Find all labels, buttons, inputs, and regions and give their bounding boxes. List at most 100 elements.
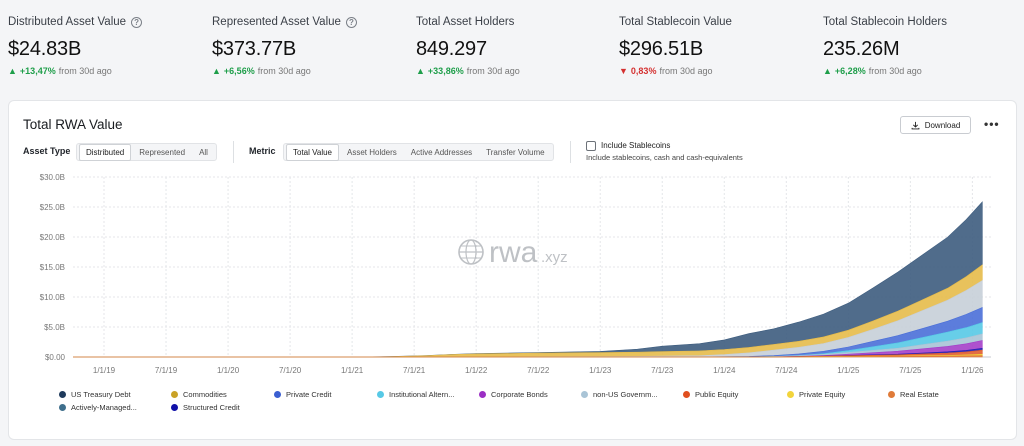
legend-item[interactable]: Institutional Altern... bbox=[377, 390, 454, 399]
stat-card: Distributed Asset Value? $24.83B ▲ +13,47% f… bbox=[8, 15, 143, 76]
metric-option[interactable]: Asset Holders bbox=[347, 147, 397, 157]
stat-value: 235.26M bbox=[823, 38, 900, 60]
stat-change: ▲ +13,47% from 30d ago bbox=[8, 66, 142, 76]
legend-label: Institutional Altern... bbox=[389, 390, 455, 399]
legend-dot-icon bbox=[274, 391, 281, 398]
stat-change-value: 0,83% bbox=[630, 66, 657, 76]
include-stablecoins-label: Include Stablecoins bbox=[601, 141, 671, 150]
stat-value: 849.297 bbox=[416, 38, 487, 60]
x-tick-label: 7/1/23 bbox=[651, 366, 674, 375]
asset_type-option[interactable]: Represented bbox=[139, 147, 186, 157]
legend-dot-icon bbox=[787, 391, 794, 398]
legend-dot-icon bbox=[479, 391, 486, 398]
legend-item[interactable]: Structured Credit bbox=[171, 403, 240, 412]
stat-label: Total Asset Holders bbox=[416, 15, 520, 29]
x-tick-label: 1/1/20 bbox=[217, 366, 240, 375]
stat-change: ▲ +6,56% from 30d ago bbox=[212, 66, 357, 76]
legend-item[interactable]: Public Equity bbox=[683, 390, 738, 399]
legend-dot-icon bbox=[377, 391, 384, 398]
legend-dot-icon bbox=[171, 391, 178, 398]
legend-label: non-US Governm... bbox=[593, 390, 658, 399]
card-title: Total RWA Value bbox=[23, 117, 123, 132]
x-tick-label: 1/1/25 bbox=[837, 366, 860, 375]
rwa-area-chart[interactable]: $0.00 $5.0B $10.0B $15.0B $20.0B $25.0B $30.0B… bbox=[9, 166, 1009, 381]
legend-dot-icon bbox=[59, 391, 66, 398]
legend-label: Private Equity bbox=[799, 390, 846, 399]
download-label: Download bbox=[924, 120, 961, 130]
stat-label: Represented Asset Value? bbox=[212, 15, 357, 29]
help-icon[interactable]: ? bbox=[345, 16, 357, 28]
stat-change-suffix: from 30d ago bbox=[58, 66, 112, 76]
stat-label: Total Stablecoin Value bbox=[619, 15, 732, 29]
asset_type-option[interactable]: All bbox=[199, 147, 208, 157]
include-stablecoins-description: Include stablecoins, cash and cash-equiv… bbox=[586, 153, 743, 162]
stat-change: ▲ +33,86% from 30d ago bbox=[416, 66, 520, 76]
stat-label-text: Represented Asset Value bbox=[212, 16, 341, 28]
x-tick-label: 7/1/24 bbox=[775, 366, 798, 375]
legend-item[interactable]: US Treasury Debt bbox=[59, 390, 131, 399]
stat-value: $296.51B bbox=[619, 38, 704, 60]
stat-change-suffix: from 30d ago bbox=[868, 66, 922, 76]
stat-card: Total Asset Holders 849.297 ▲ +33,86% from 3… bbox=[416, 15, 520, 76]
x-tick-label: 7/1/19 bbox=[155, 366, 178, 375]
stat-change-suffix: from 30d ago bbox=[257, 66, 311, 76]
legend-item[interactable]: Private Equity bbox=[787, 390, 845, 399]
stat-card: Total Stablecoin Holders 235.26M ▲ +6,28% fr… bbox=[823, 15, 947, 76]
y-tick-label: $5.0B bbox=[44, 323, 65, 332]
legend-item[interactable]: Commodities bbox=[171, 390, 227, 399]
legend-dot-icon bbox=[683, 391, 690, 398]
stat-change-suffix: from 30d ago bbox=[659, 66, 713, 76]
asset_type-option[interactable]: Distributed bbox=[79, 143, 132, 161]
stat-label-text: Total Stablecoin Value bbox=[619, 16, 732, 28]
chart-legend: US Treasury Debt Commodities Private Credi… bbox=[59, 390, 959, 418]
legend-label: Corporate Bonds bbox=[491, 390, 548, 399]
legend-item[interactable]: Real Estate bbox=[888, 390, 939, 399]
arrow-up-icon: ▲ bbox=[416, 66, 425, 76]
more-options-button[interactable]: ••• bbox=[984, 117, 1000, 131]
y-tick-label: $0.00 bbox=[45, 353, 66, 362]
metric-option[interactable]: Transfer Volume bbox=[486, 147, 545, 157]
legend-label: Real Estate bbox=[900, 390, 939, 399]
divider bbox=[570, 141, 571, 163]
legend-item[interactable]: Actively-Managed... bbox=[59, 403, 137, 412]
metric-option[interactable]: Active Addresses bbox=[410, 147, 473, 157]
stat-label-text: Total Stablecoin Holders bbox=[823, 16, 948, 28]
stat-change: ▼ 0,83% from 30d ago bbox=[619, 66, 732, 76]
stat-change-value: +13,47% bbox=[19, 66, 56, 76]
rwa-watermark-logo: rwa .xyz bbox=[458, 236, 568, 269]
legend-item[interactable]: Private Credit bbox=[274, 390, 331, 399]
asset-type-label: Asset Type bbox=[23, 146, 71, 156]
download-button[interactable]: Download bbox=[900, 116, 971, 134]
legend-dot-icon bbox=[581, 391, 588, 398]
x-tick-label: 1/1/23 bbox=[589, 366, 612, 375]
y-tick-label: $25.0B bbox=[40, 203, 65, 212]
arrow-up-icon: ▲ bbox=[823, 66, 832, 76]
stat-label-text: Distributed Asset Value bbox=[8, 16, 127, 28]
legend-label: Structured Credit bbox=[183, 403, 240, 412]
legend-item[interactable]: Corporate Bonds bbox=[479, 390, 548, 399]
stat-change: ▲ +6,28% from 30d ago bbox=[823, 66, 947, 76]
stat-change-value: +6,56% bbox=[223, 66, 255, 76]
x-tick-label: 1/1/19 bbox=[93, 366, 116, 375]
legend-label: US Treasury Debt bbox=[71, 390, 131, 399]
legend-label: Private Credit bbox=[286, 390, 332, 399]
y-tick-label: $30.0B bbox=[40, 173, 65, 182]
stat-value: $24.83B bbox=[8, 38, 82, 60]
area-series[interactable] bbox=[73, 355, 983, 358]
legend-dot-icon bbox=[59, 404, 66, 411]
stat-label-text: Total Asset Holders bbox=[416, 16, 515, 28]
arrow-up-icon: ▲ bbox=[212, 66, 221, 76]
help-icon[interactable]: ? bbox=[131, 16, 143, 28]
x-tick-label: 1/1/24 bbox=[713, 366, 736, 375]
arrow-up-icon: ▲ bbox=[8, 66, 17, 76]
stat-change-value: +6,28% bbox=[834, 66, 866, 76]
metric-option[interactable]: Total Value bbox=[286, 143, 339, 161]
x-tick-label: 7/1/20 bbox=[279, 366, 302, 375]
legend-item[interactable]: non-US Governm... bbox=[581, 390, 658, 399]
include-stablecoins-checkbox[interactable] bbox=[586, 141, 596, 151]
x-tick-label: 7/1/22 bbox=[527, 366, 550, 375]
asset-type-selector: Distributed Represented All bbox=[76, 143, 217, 161]
rwa-value-card: Total RWA Value Download ••• Asset Type … bbox=[8, 100, 1017, 440]
y-tick-label: $20.0B bbox=[40, 233, 65, 242]
watermark-text: rwa bbox=[489, 236, 538, 269]
